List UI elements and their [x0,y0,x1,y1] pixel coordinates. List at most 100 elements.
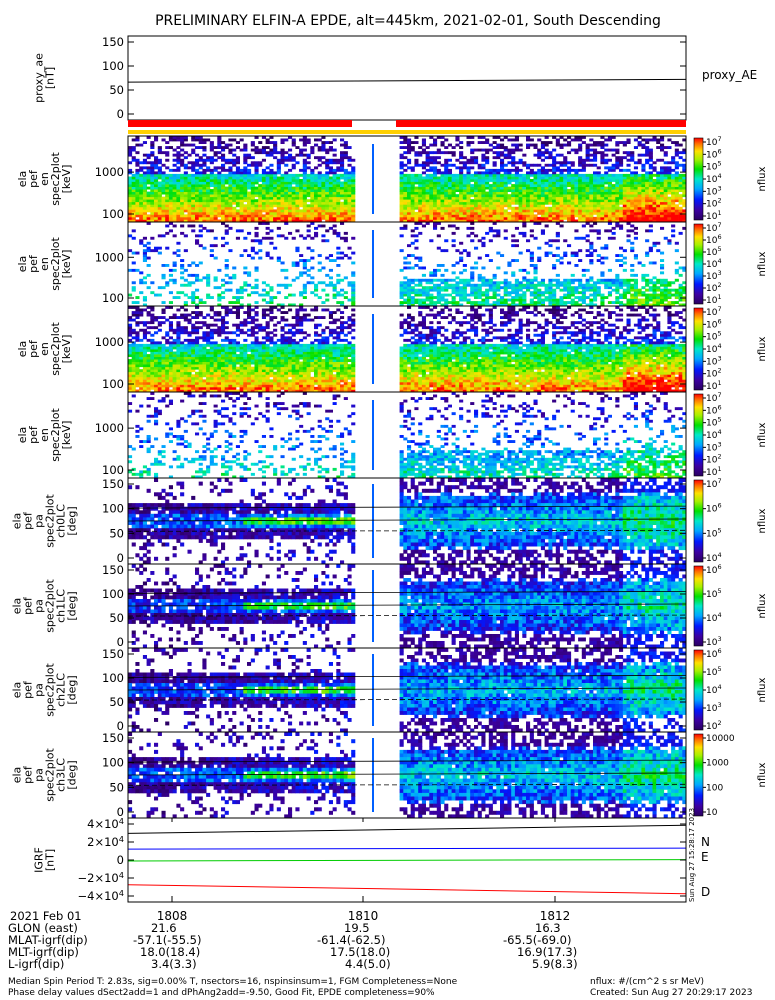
heatmap-cell [429,201,434,205]
heatmap-cell [500,204,505,208]
heatmap-cell [444,303,449,307]
heatmap-cell [399,206,404,210]
heatmap-cell [567,293,572,297]
heatmap-cell [436,186,441,190]
heatmap-cell [150,211,155,215]
heatmap-cell [481,266,486,270]
heatmap-cell [239,204,244,208]
heatmap-cell [466,168,471,172]
heatmap-cell [142,249,147,253]
heatmap-cell [622,191,627,195]
heatmap-cell [146,249,151,253]
heatmap-cell [589,276,594,280]
heatmap-cell [481,301,486,304]
heatmap-cell [336,161,341,165]
heatmap-cell [146,153,151,157]
heatmap-cell [496,293,501,297]
heatmap-cell [239,296,244,299]
heatmap-cell [607,281,612,285]
heatmap-cell [593,293,598,297]
heatmap-cell [507,199,512,203]
heatmap-cell [507,211,512,215]
heatmap-cell [243,153,248,157]
heatmap-cell [139,278,144,282]
heatmap-cell [622,209,627,213]
heatmap-cell [150,194,155,198]
heatmap-cell [247,214,252,218]
heatmap-cell [663,153,668,157]
heatmap-cell [198,261,203,265]
heatmap-cell [611,281,616,285]
heatmap-cell [436,201,441,205]
heatmap-cell [258,148,263,152]
heatmap-cell [209,206,214,210]
heatmap-cell [663,171,668,175]
heatmap-cell [633,191,638,195]
heatmap-cell [459,298,464,302]
heatmap-cell [224,179,229,182]
heatmap-cell [500,166,505,170]
heatmap-cell [589,173,594,177]
heatmap-cell [425,216,430,220]
heatmap-cell [455,136,460,139]
heatmap-cell [239,138,244,142]
heatmap-cell [652,241,657,245]
heatmap-cell [198,146,203,149]
heatmap-cell [548,168,553,172]
heatmap-cell [399,176,404,180]
heatmap-cell [176,153,181,157]
heatmap-cell [321,206,326,210]
heatmap-cell [607,194,612,198]
heatmap-cell [488,204,493,208]
heatmap-cell [228,214,233,218]
heatmap-cell [176,191,181,195]
heatmap-cell [492,301,497,304]
heatmap-cell [243,204,248,208]
heatmap-cell [615,219,620,223]
heatmap-cell [206,196,211,200]
heatmap-cell [314,209,319,213]
heatmap-cell [418,256,423,260]
heatmap-cell [589,224,594,228]
heatmap-cell [321,281,326,285]
heatmap-cell [414,189,419,192]
heatmap-cell [585,249,590,253]
heatmap-cell [265,283,270,287]
heatmap-cell [682,158,687,162]
heatmap-cell [440,226,445,230]
heatmap-cell [176,179,181,182]
heatmap-cell [429,281,434,285]
heatmap-cell [399,283,404,287]
heatmap-cell [615,273,620,277]
heatmap-cell [295,261,300,265]
heatmap-cell [488,201,493,205]
heatmap-cell [321,184,326,187]
heatmap-cell [633,179,638,182]
heatmap-cell [261,173,266,177]
heatmap-cell [343,153,348,157]
heatmap-cell [593,204,598,208]
heatmap-cell [418,199,423,203]
heatmap-cell [150,173,155,177]
heatmap-cell [552,148,557,152]
heatmap-cell [619,181,624,185]
heatmap-cell [507,138,512,142]
heatmap-cell [600,201,605,205]
heatmap-cell [172,296,177,299]
heatmap-cell [299,196,304,200]
heatmap-cell [633,296,638,299]
heatmap-cell [540,301,545,304]
heatmap-cell [455,226,460,230]
heatmap-cell [154,179,159,182]
heatmap-cell [347,216,352,220]
heatmap-cell [295,211,300,215]
heatmap-cell [243,168,248,172]
heatmap-cell [165,206,170,210]
heatmap-cell [328,141,333,144]
heatmap-cell [518,303,523,307]
heatmap-cell [269,216,274,220]
heatmap-cell [678,156,683,160]
heatmap-cell [466,141,471,144]
heatmap-cell [485,301,490,304]
heatmap-cell [615,163,620,167]
